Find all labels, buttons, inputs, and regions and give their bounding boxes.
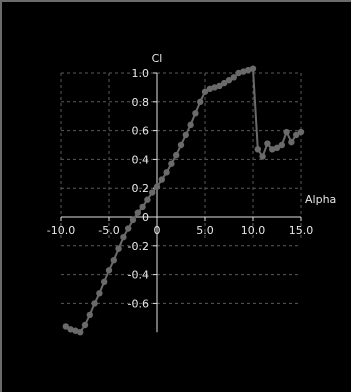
x-tick-label: 15.0	[289, 224, 314, 237]
data-point	[144, 196, 151, 203]
data-point	[182, 131, 189, 139]
data-point	[134, 209, 141, 216]
data-point	[149, 189, 156, 196]
data-point	[245, 66, 252, 74]
data-point	[139, 203, 146, 211]
data-point	[129, 216, 137, 224]
data-point	[153, 183, 161, 190]
data-point	[105, 267, 113, 274]
y-tick-label: -0.2	[128, 240, 149, 253]
y-tick-label: 0.8	[132, 96, 150, 109]
data-point	[254, 146, 261, 153]
data-point	[81, 321, 89, 329]
data-point	[163, 169, 170, 176]
x-tick-label: 10.0	[241, 224, 266, 237]
data-point	[197, 98, 204, 106]
data-point	[269, 146, 276, 153]
y-tick-label: 0.4	[132, 153, 150, 166]
x-tick-label: -5.0	[98, 224, 119, 237]
x-tick-label: 0	[154, 224, 161, 237]
axes	[60, 72, 302, 333]
data-point	[62, 323, 69, 330]
data-point	[120, 233, 127, 241]
data-point	[211, 84, 218, 91]
data-point	[278, 141, 285, 149]
data-point	[125, 225, 132, 232]
data-point	[249, 65, 257, 72]
data-point	[187, 121, 194, 129]
data-point	[91, 300, 98, 307]
data-point	[201, 88, 209, 95]
data-point	[230, 74, 237, 81]
data-point	[283, 128, 290, 136]
data-point	[206, 85, 213, 93]
y-axis-label: Cl	[152, 52, 163, 65]
data-point	[168, 160, 175, 167]
data-point	[177, 141, 185, 149]
series-cl	[62, 65, 305, 336]
data-point	[101, 278, 108, 285]
data-point	[67, 326, 74, 333]
y-tick-label: 0.2	[132, 182, 150, 195]
data-point	[225, 77, 233, 84]
data-point	[221, 79, 228, 87]
tick-labels: -10.0 -5.0 0 5.0 10.0 15.0 1.0 0.8 0.6 0.4 0.2 0 -0.…	[47, 67, 313, 310]
data-point	[288, 138, 295, 146]
x-tick-label: -10.0	[47, 224, 75, 237]
y-tick-label: 0	[142, 211, 149, 224]
data-point	[158, 176, 165, 183]
y-tick-label: 1.0	[132, 67, 150, 80]
data-point	[264, 140, 271, 147]
data-point	[77, 329, 84, 336]
y-tick-label: 0.6	[132, 125, 150, 138]
data-point	[273, 144, 281, 152]
x-axis-label: Alpha	[305, 193, 336, 206]
data-point	[72, 327, 79, 334]
grid	[60, 72, 302, 304]
x-tick-label: 5.0	[196, 224, 214, 237]
y-tick-label: -0.6	[128, 297, 149, 310]
data-point	[297, 128, 305, 136]
data-point	[115, 245, 122, 252]
data-point	[192, 110, 199, 117]
data-point	[86, 311, 94, 319]
data-point	[173, 151, 180, 159]
data-point	[216, 82, 223, 90]
data-point	[235, 69, 242, 77]
data-point	[96, 290, 103, 297]
y-tick-label: -0.4	[128, 269, 149, 282]
data-point	[259, 153, 266, 160]
data-point	[293, 131, 300, 139]
data-point	[110, 257, 118, 264]
data-point	[240, 68, 247, 75]
